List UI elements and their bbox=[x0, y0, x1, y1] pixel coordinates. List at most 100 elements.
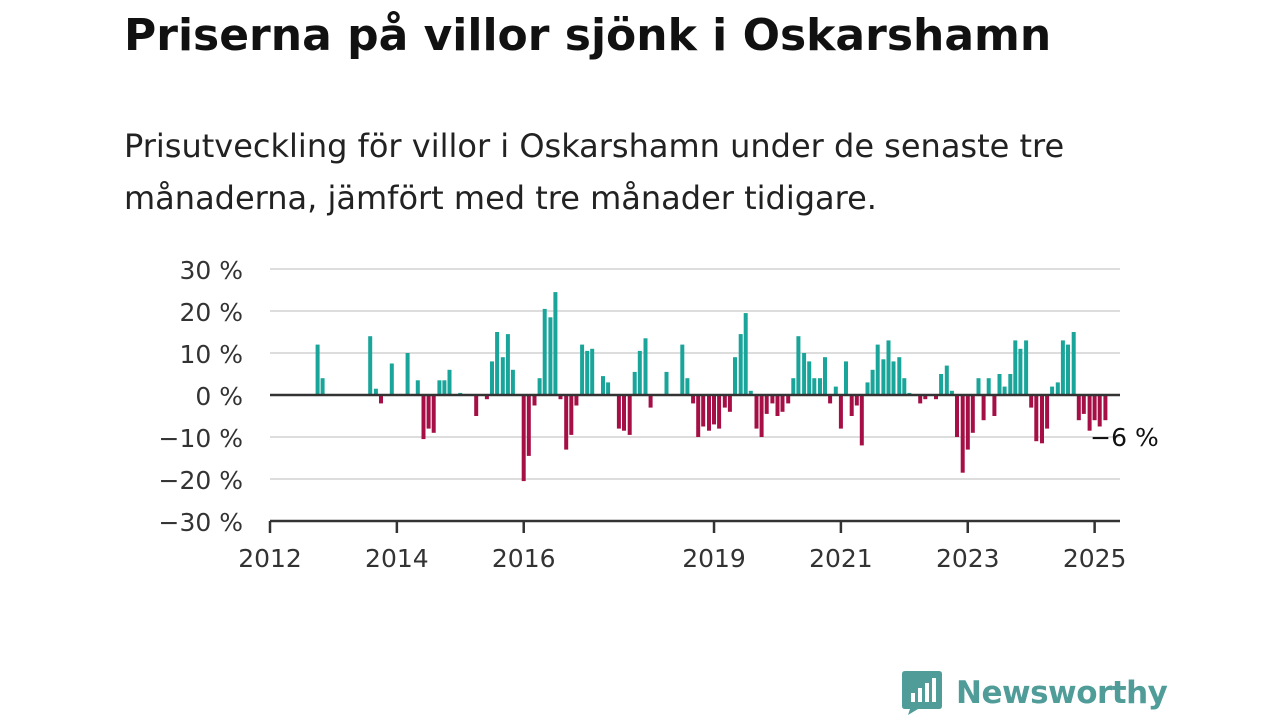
bar-positive bbox=[643, 338, 648, 395]
bar-negative bbox=[786, 395, 791, 404]
bar-positive bbox=[818, 378, 822, 395]
bar-positive bbox=[637, 350, 642, 395]
newsworthy-logo: Newsworthy bbox=[902, 668, 1168, 718]
bar-positive bbox=[1008, 374, 1013, 395]
bar-positive bbox=[1018, 348, 1023, 395]
bar-positive bbox=[1060, 340, 1065, 395]
bar-positive bbox=[748, 390, 753, 395]
bar-positive bbox=[415, 380, 420, 395]
bar-positive bbox=[823, 357, 827, 395]
bar-negative bbox=[1029, 395, 1034, 408]
bar-positive bbox=[606, 382, 611, 395]
bar-positive bbox=[442, 380, 447, 395]
chart-subtitle: Prisutveckling för villor i Oskarshamn u… bbox=[124, 127, 1065, 217]
bar-negative bbox=[431, 395, 436, 433]
bar-positive bbox=[510, 369, 515, 395]
bar-positive bbox=[796, 336, 801, 395]
bar-positive bbox=[949, 390, 954, 395]
bar-negative bbox=[970, 395, 975, 433]
bar-negative bbox=[981, 395, 986, 421]
bar-positive bbox=[495, 332, 500, 395]
bar-positive bbox=[315, 344, 320, 395]
bar-negative bbox=[759, 395, 764, 437]
bar-positive bbox=[389, 363, 394, 395]
bar-negative bbox=[421, 395, 426, 440]
y-tick-label: 30 % bbox=[179, 256, 243, 285]
bar-negative bbox=[691, 395, 696, 404]
bar-negative bbox=[838, 395, 843, 429]
bar-positive bbox=[886, 340, 891, 395]
bar-positive bbox=[986, 378, 991, 395]
x-tick-label: 2019 bbox=[682, 544, 746, 573]
bar-positive bbox=[944, 365, 949, 395]
bar-positive bbox=[733, 357, 737, 395]
bar-negative bbox=[828, 395, 833, 404]
bar-positive bbox=[405, 353, 410, 395]
chart-title: Priserna på villor sjönk i Oskarshamn bbox=[124, 10, 1052, 61]
x-tick-label: 2014 bbox=[365, 544, 429, 573]
bar-positive bbox=[368, 336, 373, 395]
bar-negative bbox=[717, 395, 722, 429]
bar-positive bbox=[897, 357, 902, 395]
tick-labels: 30 % 20 % 10 % 0 % −10 % −20 % −30 % 2012 2014 20… bbox=[159, 256, 1159, 573]
latest-value-annotation: −6 % bbox=[1090, 423, 1159, 452]
bar-positive bbox=[1050, 386, 1055, 395]
bar-positive bbox=[1002, 386, 1007, 395]
bar-negative bbox=[965, 395, 970, 450]
bar-negative bbox=[484, 395, 489, 400]
bar-positive bbox=[870, 369, 875, 395]
bar-negative bbox=[648, 395, 653, 408]
bar-positive bbox=[1024, 340, 1029, 395]
bar-positive bbox=[373, 388, 378, 395]
bar-positive bbox=[875, 344, 880, 395]
bar-positive bbox=[548, 317, 553, 395]
bar-negative bbox=[712, 395, 716, 425]
bar-positive bbox=[590, 348, 595, 395]
bar-negative bbox=[474, 395, 479, 416]
bar-negative bbox=[627, 395, 632, 435]
bar-positive bbox=[537, 378, 542, 395]
bar-negative bbox=[918, 395, 923, 404]
bar-negative bbox=[923, 395, 928, 400]
bar-negative bbox=[859, 395, 864, 446]
bar-positive bbox=[580, 344, 585, 395]
bar-positive bbox=[685, 378, 690, 395]
y-tick-label: 10 % bbox=[179, 340, 243, 369]
bar-positive bbox=[802, 353, 807, 395]
bar-negative bbox=[955, 395, 959, 437]
bar-negative bbox=[764, 395, 769, 414]
bar-negative bbox=[849, 395, 854, 416]
bar-positive bbox=[1055, 382, 1060, 395]
bar-positive bbox=[865, 382, 870, 395]
x-tick-label: 2023 bbox=[936, 544, 1000, 573]
x-tick-label: 2016 bbox=[492, 544, 556, 573]
bar-positive bbox=[320, 378, 325, 395]
bar-negative bbox=[960, 395, 965, 473]
bar-positive bbox=[902, 378, 907, 395]
bar-positive bbox=[1071, 332, 1076, 395]
bar-negative bbox=[521, 395, 526, 482]
bar-positive bbox=[1013, 340, 1018, 395]
bar-negative bbox=[696, 395, 701, 437]
bar-positive bbox=[1066, 344, 1070, 395]
bars bbox=[315, 292, 1108, 482]
bar-positive bbox=[490, 361, 494, 395]
bar-positive bbox=[437, 380, 442, 395]
x-tick-label: 2021 bbox=[809, 544, 873, 573]
brand-name: Newsworthy bbox=[956, 675, 1168, 711]
bar-positive bbox=[632, 371, 637, 395]
bar-positive bbox=[844, 361, 848, 395]
bar-positive bbox=[833, 386, 838, 395]
bar-negative bbox=[532, 395, 537, 406]
bar-positive bbox=[976, 378, 981, 395]
y-tick-label: 20 % bbox=[179, 298, 243, 327]
bar-positive bbox=[500, 357, 505, 395]
bar-positive bbox=[891, 361, 896, 395]
bar-positive bbox=[939, 374, 944, 395]
bar-negative bbox=[780, 395, 785, 412]
bar-negative bbox=[564, 395, 569, 450]
bar-negative bbox=[1076, 395, 1081, 421]
bar-negative bbox=[1092, 395, 1097, 421]
x-tick-label: 2012 bbox=[238, 544, 302, 573]
bar-positive bbox=[585, 350, 590, 395]
